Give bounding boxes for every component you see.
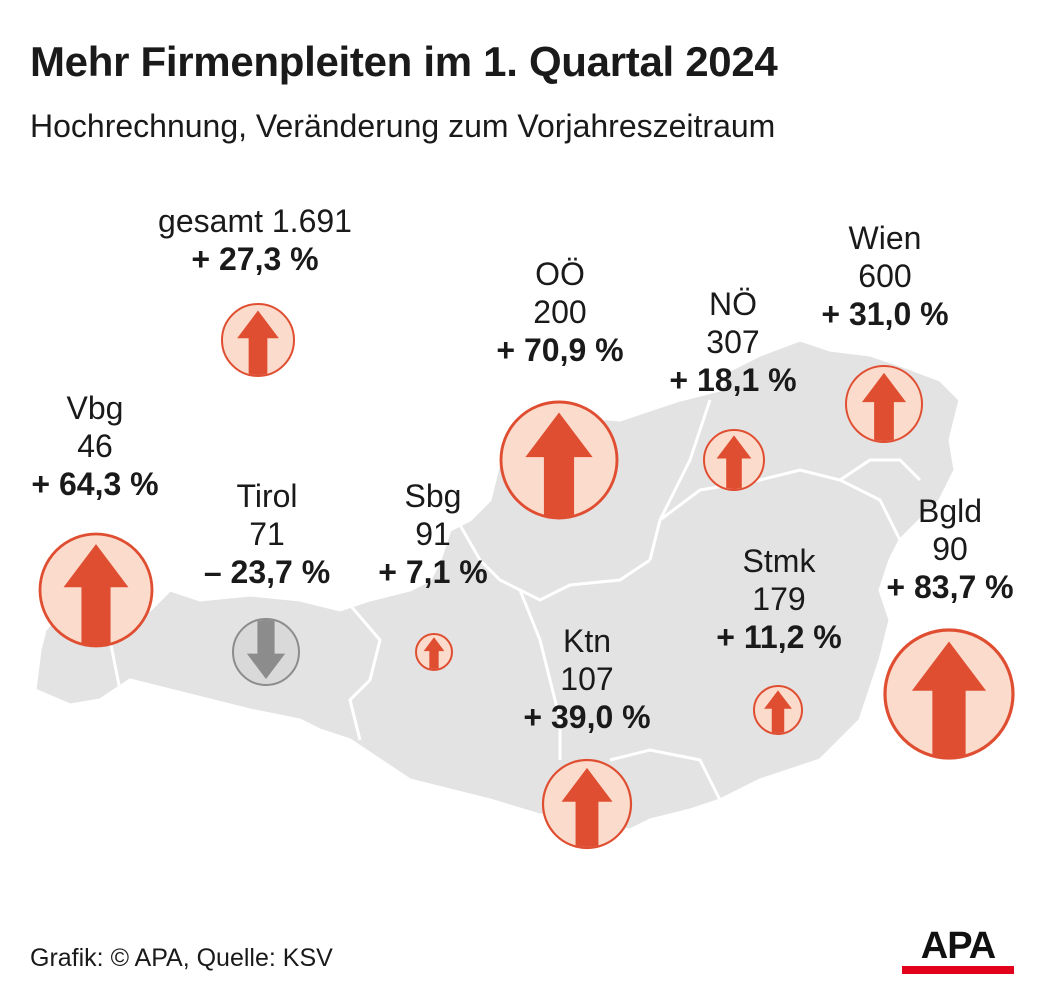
region-name: Ktn bbox=[562, 623, 612, 659]
region-count: 600 bbox=[858, 258, 912, 294]
arrow-up-icon-ktn bbox=[561, 767, 613, 847]
region-change: + 70,9 % bbox=[496, 332, 624, 368]
region-name: Tirol bbox=[236, 478, 298, 514]
region-count: 91 bbox=[415, 516, 451, 552]
arrow-up-icon-vbg bbox=[63, 544, 129, 645]
arrow-up-icon-bgld bbox=[911, 641, 987, 757]
label-total: gesamt 1.691 + 27,3 % bbox=[158, 205, 352, 275]
label-ooe: OÖ 200 + 70,9 % bbox=[496, 258, 623, 366]
region-count: 307 bbox=[706, 324, 760, 360]
arrow-up-icon-ooe bbox=[525, 412, 593, 517]
label-sbg: Sbg 91 + 7,1 % bbox=[378, 480, 487, 588]
region-change: + 18,1 % bbox=[669, 362, 797, 398]
apa-logo: APA bbox=[902, 926, 1014, 976]
region-change: – 23,7 % bbox=[203, 554, 331, 590]
arrow-down-icon-tirol bbox=[246, 620, 286, 680]
marker-vbg bbox=[38, 532, 154, 648]
marker-ktn bbox=[541, 758, 633, 850]
marker-total bbox=[221, 303, 295, 377]
label-vbg: Vbg 46 + 64,3 % bbox=[31, 392, 158, 500]
label-stmk: Stmk 179 + 11,2 % bbox=[716, 545, 841, 653]
region-borders bbox=[108, 399, 922, 801]
region-count: 90 bbox=[932, 531, 968, 567]
region-count: 107 bbox=[560, 661, 614, 697]
marker-noe bbox=[703, 429, 765, 491]
region-name: Stmk bbox=[742, 543, 816, 579]
region-change: + 11,2 % bbox=[716, 619, 842, 655]
apa-logo-text: APA bbox=[920, 925, 996, 967]
apa-logo-bar bbox=[902, 966, 1014, 974]
region-change: + 31,0 % bbox=[821, 296, 949, 332]
label-tirol: Tirol 71– 23,7 % bbox=[204, 480, 330, 588]
region-name: Bgld bbox=[917, 493, 983, 529]
page-title: Mehr Firmenpleiten im 1. Quartal 2024 bbox=[30, 38, 778, 85]
marker-stmk bbox=[753, 685, 803, 735]
marker-tirol bbox=[232, 618, 300, 686]
region-name: Sbg bbox=[404, 478, 462, 514]
marker-sbg bbox=[415, 633, 453, 671]
page-subtitle: Hochrechnung, Veränderung zum Vorjahresz… bbox=[30, 108, 776, 144]
region-change: + 83,7 % bbox=[886, 569, 1014, 605]
region-count: 46 bbox=[77, 428, 113, 464]
marker-bgld bbox=[883, 628, 1015, 760]
region-change: + 64,3 % bbox=[31, 466, 159, 502]
region-change: + 39,0 % bbox=[523, 699, 651, 735]
region-name: OÖ bbox=[535, 256, 585, 292]
arrow-up-icon-sbg bbox=[423, 637, 445, 669]
arrow-up-icon-wien bbox=[861, 372, 907, 441]
label-noe: NÖ 307 + 18,1 % bbox=[669, 288, 796, 396]
region-name: Vbg bbox=[66, 390, 124, 426]
region-count: 200 bbox=[533, 294, 587, 330]
region-change: + 7,1 % bbox=[378, 554, 488, 590]
arrow-up-icon-total bbox=[237, 310, 279, 375]
region-name: NÖ bbox=[708, 286, 757, 322]
marker-ooe bbox=[499, 400, 619, 520]
marker-wien bbox=[845, 365, 923, 443]
total-label: gesamt 1.691 bbox=[158, 203, 352, 239]
region-count: 179 bbox=[752, 581, 806, 617]
arrow-up-icon-stmk bbox=[764, 690, 792, 733]
label-bgld: Bgld 90 + 83,7 % bbox=[886, 495, 1013, 603]
region-count: 71 bbox=[249, 516, 285, 552]
region-name: Wien bbox=[848, 220, 922, 256]
label-ktn: Ktn 107 + 39,0 % bbox=[523, 625, 650, 733]
total-change: + 27,3 % bbox=[191, 241, 319, 277]
arrow-up-icon-noe bbox=[716, 435, 752, 489]
label-wien: Wien 600 + 31,0 % bbox=[821, 222, 948, 330]
source-credit: Grafik: © APA, Quelle: KSV bbox=[30, 944, 333, 972]
